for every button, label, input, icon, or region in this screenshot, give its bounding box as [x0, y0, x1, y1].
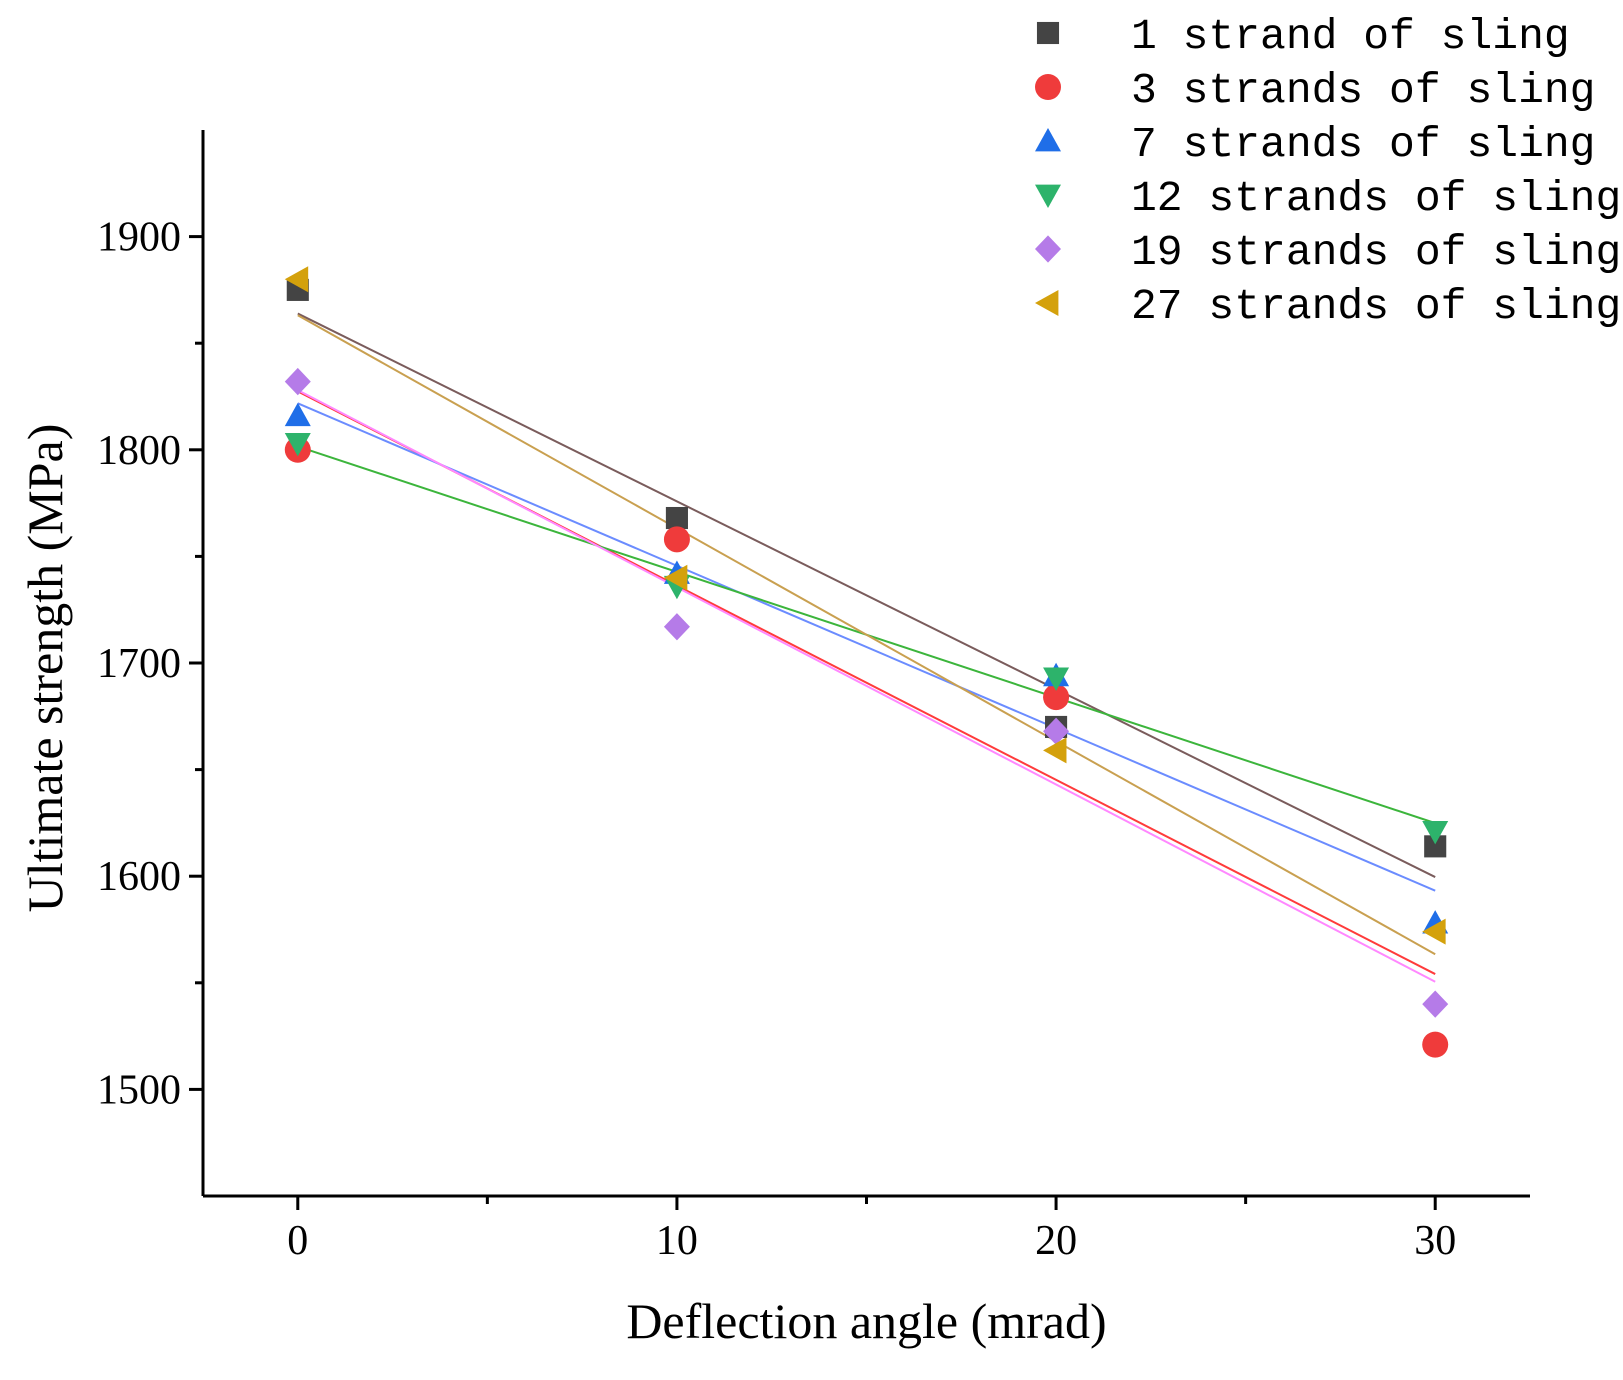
fit-line-series-6	[297, 314, 1436, 956]
data-point-series-6	[1043, 737, 1067, 764]
fit-lines	[297, 312, 1436, 983]
y-tick-label: 1700	[97, 641, 181, 687]
data-point-series-4	[284, 433, 311, 457]
legend-label-2: 3 strands of sling	[1131, 66, 1595, 115]
data-point-series-2	[1422, 1031, 1449, 1058]
legend-label-6: 27 strands of sling	[1131, 282, 1621, 331]
legend-label-3: 7 strands of sling	[1131, 120, 1595, 169]
y-tick-label: 1600	[97, 854, 181, 900]
data-point-series-6	[1422, 918, 1446, 945]
y-tick-label: 1500	[97, 1067, 181, 1113]
x-tick-label: 20	[1035, 1218, 1077, 1264]
x-axis-title: Deflection angle (mrad)	[626, 1293, 1106, 1349]
legend-marker-4	[1035, 184, 1061, 208]
data-point-series-1	[665, 506, 688, 530]
data-point-series-1	[1424, 835, 1447, 858]
x-tick-label: 10	[656, 1218, 698, 1264]
legend-marker-5	[1035, 235, 1061, 263]
data-point-series-5	[1422, 990, 1449, 1018]
x-tick-label: 30	[1414, 1218, 1456, 1264]
axes: 0 10 20 30 1500 1600 1700 1800 1900	[97, 130, 1530, 1264]
data-point-series-2	[663, 526, 690, 553]
data-point-series-5	[1043, 717, 1070, 745]
fit-line-series-5	[297, 389, 1436, 983]
y-tick-label: 1800	[97, 428, 181, 474]
data-point-series-5	[663, 613, 690, 641]
data-point-series-4	[1422, 821, 1449, 845]
data-point-series-6	[663, 564, 688, 591]
fit-line-series-3	[297, 402, 1436, 892]
y-axis-title: Ultimate strength (MPa)	[17, 424, 73, 913]
legend-label-1: 1 strand of sling	[1131, 12, 1570, 61]
data-point-series-4	[1043, 667, 1070, 691]
legend-label-5: 19 strands of sling	[1131, 228, 1621, 277]
x-tick-label: 0	[287, 1218, 308, 1264]
legend-marker-2	[1035, 74, 1061, 100]
legend-marker-3	[1035, 128, 1061, 152]
legend-marker-1	[1036, 21, 1060, 45]
y-tick-label: 1900	[97, 215, 181, 261]
data-point-series-3	[284, 402, 311, 427]
legend-label-4: 12 strands of sling	[1131, 174, 1621, 223]
data-markers	[284, 266, 1449, 1058]
data-point-series-6	[284, 266, 309, 293]
data-point-series-5	[284, 367, 311, 396]
data-point-series-2	[1043, 684, 1070, 711]
legend-marker-6	[1035, 290, 1059, 316]
legend: 1 strand of sling 3 strands of sling 7 str…	[1035, 12, 1621, 331]
fit-line-series-1	[297, 312, 1436, 878]
